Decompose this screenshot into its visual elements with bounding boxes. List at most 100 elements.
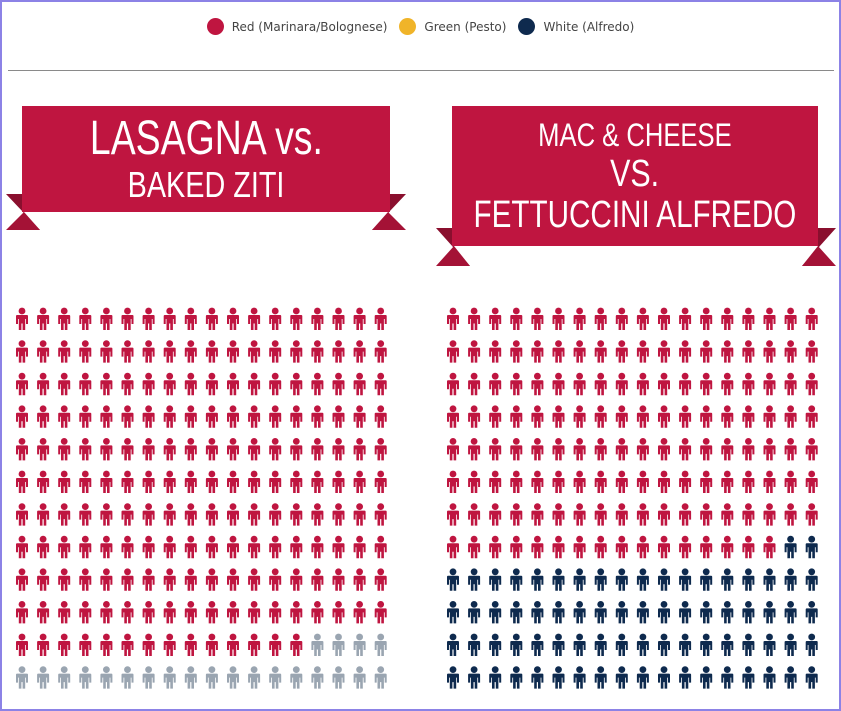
person-icon bbox=[679, 535, 692, 559]
person-icon bbox=[573, 633, 586, 656]
person-icon bbox=[700, 601, 713, 624]
person-icon bbox=[468, 340, 481, 363]
person-icon bbox=[332, 470, 345, 493]
banner-right-line-1: MAC & CHEESE bbox=[538, 117, 732, 153]
person-icon bbox=[805, 470, 818, 493]
person-icon bbox=[79, 340, 92, 363]
banner-left-line-1: LASAGNA vs. bbox=[89, 112, 323, 165]
person-icon bbox=[100, 568, 113, 591]
person-icon bbox=[227, 601, 239, 624]
person-icon bbox=[552, 601, 565, 624]
person-icon bbox=[742, 601, 755, 624]
person-icon bbox=[79, 568, 92, 591]
person-icon bbox=[205, 666, 218, 689]
person-icon bbox=[489, 535, 502, 559]
person-icon bbox=[679, 372, 692, 396]
person-icon bbox=[332, 372, 345, 396]
person-icon bbox=[805, 601, 818, 624]
person-icon bbox=[636, 438, 649, 461]
person-icon bbox=[594, 438, 607, 461]
person-icon bbox=[311, 666, 324, 689]
person-icon bbox=[784, 535, 797, 559]
person-icon bbox=[531, 307, 544, 330]
person-icon bbox=[269, 470, 282, 493]
person-icon bbox=[332, 568, 345, 591]
person-icon bbox=[58, 470, 71, 493]
person-icon bbox=[700, 503, 713, 526]
person-icon bbox=[447, 470, 459, 493]
person-icon bbox=[374, 503, 387, 526]
person-icon bbox=[636, 340, 649, 363]
person-icon bbox=[142, 470, 155, 493]
person-icon bbox=[269, 568, 282, 591]
person-icon bbox=[636, 307, 649, 330]
person-icon bbox=[784, 666, 797, 689]
person-icon bbox=[700, 307, 713, 330]
person-icon bbox=[205, 307, 218, 330]
person-icon bbox=[468, 601, 481, 624]
person-icon bbox=[311, 372, 324, 396]
person-icon bbox=[290, 470, 303, 493]
person-icon bbox=[805, 307, 818, 330]
person-icon bbox=[248, 666, 261, 689]
person-icon bbox=[374, 372, 387, 396]
person-icon bbox=[531, 568, 544, 591]
person-icon bbox=[121, 470, 134, 493]
person-icon bbox=[100, 438, 113, 461]
person-icon bbox=[121, 405, 134, 428]
person-icon bbox=[311, 470, 324, 493]
person-icon bbox=[311, 535, 324, 559]
person-icon bbox=[468, 470, 481, 493]
person-icon bbox=[468, 405, 481, 428]
person-icon bbox=[269, 535, 282, 559]
person-icon bbox=[763, 405, 776, 428]
person-icon bbox=[531, 601, 544, 624]
person-icon bbox=[552, 438, 565, 461]
person-icon bbox=[700, 340, 713, 363]
person-icon bbox=[332, 307, 345, 330]
banner-left-line-2: BAKED ZITI bbox=[127, 164, 285, 205]
person-icon bbox=[100, 633, 113, 656]
person-icon bbox=[16, 568, 28, 591]
person-icon bbox=[311, 438, 324, 461]
person-icon bbox=[311, 307, 324, 330]
person-icon bbox=[447, 340, 459, 363]
person-icon bbox=[184, 470, 197, 493]
person-icon bbox=[721, 340, 734, 363]
person-icon bbox=[700, 372, 713, 396]
person-icon bbox=[763, 568, 776, 591]
person-icon bbox=[742, 470, 755, 493]
person-icon bbox=[658, 568, 670, 591]
person-icon bbox=[163, 601, 176, 624]
person-icon bbox=[100, 307, 113, 330]
person-icon bbox=[489, 568, 502, 591]
person-icon bbox=[573, 340, 586, 363]
person-icon bbox=[468, 438, 481, 461]
person-icon bbox=[489, 405, 502, 428]
person-icon bbox=[184, 601, 197, 624]
ribbon-left-fold-b bbox=[6, 212, 40, 230]
person-icon bbox=[374, 470, 387, 493]
person-icon bbox=[121, 601, 134, 624]
banner-left-ribbon-ends bbox=[6, 194, 406, 230]
person-icon bbox=[742, 503, 755, 526]
person-icon bbox=[742, 568, 755, 591]
person-icon bbox=[311, 405, 324, 428]
person-icon bbox=[269, 503, 282, 526]
person-icon bbox=[531, 633, 544, 656]
person-icon bbox=[205, 568, 218, 591]
person-icon bbox=[763, 666, 776, 689]
ribbon-right-fold-b bbox=[802, 246, 836, 266]
person-icon bbox=[205, 340, 218, 363]
banner-right-line-3: FETTUCCINI ALFREDO bbox=[473, 194, 797, 236]
person-icon bbox=[121, 372, 134, 396]
legend-label-red: Red (Marinara/Bolognese) bbox=[231, 19, 388, 34]
person-icon bbox=[447, 372, 459, 396]
person-icon bbox=[374, 307, 387, 330]
person-icon bbox=[37, 633, 50, 656]
person-icon bbox=[573, 405, 586, 428]
ribbon-left-fold-b bbox=[436, 246, 470, 266]
person-icon bbox=[269, 633, 282, 656]
person-icon bbox=[121, 438, 134, 461]
person-icon bbox=[227, 633, 239, 656]
